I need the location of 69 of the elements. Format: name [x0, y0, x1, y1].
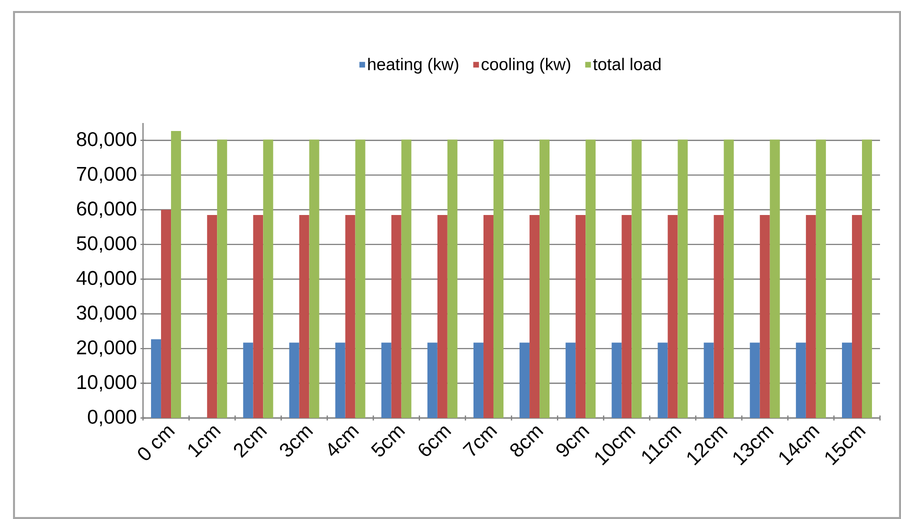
bar [806, 214, 816, 418]
x-tick-label: 3cm [280, 426, 314, 457]
bar [151, 339, 162, 418]
bar [427, 342, 438, 418]
y-tick-label: 60,000 [77, 202, 136, 218]
bar [355, 140, 366, 418]
y-tick-label: 0,000 [88, 410, 136, 426]
bar [632, 140, 642, 418]
bar [566, 342, 576, 418]
bar [520, 342, 530, 418]
y-tick-label: 40,000 [76, 270, 136, 288]
bar [658, 342, 668, 418]
bar [335, 342, 346, 418]
bar [401, 140, 412, 418]
bar [447, 140, 458, 418]
bar [668, 214, 678, 418]
x-tick-label: 0 cm [138, 426, 175, 460]
bar [576, 214, 586, 418]
bar [678, 140, 688, 418]
y-tick-label: 10,000 [78, 375, 136, 392]
bar [483, 214, 494, 418]
y-tick-label: 70,000 [77, 166, 136, 184]
bar [381, 342, 392, 418]
bar [299, 214, 310, 418]
bar [171, 130, 182, 418]
bar [714, 214, 724, 418]
bar [161, 210, 172, 418]
bar [207, 214, 218, 418]
bar [493, 140, 504, 418]
bar [704, 342, 714, 418]
bar [770, 140, 780, 418]
bar [345, 214, 356, 418]
bar [473, 342, 484, 418]
bar [796, 342, 806, 418]
bar [217, 140, 228, 418]
bar [842, 342, 852, 418]
legend-label: cooling (kw) [482, 58, 570, 74]
y-tick-label: 20,000 [77, 340, 136, 357]
legend-label: total load [593, 58, 661, 70]
bar [391, 214, 402, 418]
legend-label: heating (kw) [368, 58, 458, 74]
bar [724, 140, 734, 418]
bar [289, 342, 300, 418]
bar [530, 214, 540, 418]
x-tick-label: 1cm [188, 426, 221, 458]
bar [263, 140, 274, 418]
bar [540, 140, 550, 418]
x-tick-label: 5cm [370, 426, 406, 456]
y-tick-label: 80,000 [76, 132, 136, 149]
bar [586, 140, 596, 418]
bar [243, 342, 254, 418]
x-tick-label: 8cm [510, 426, 544, 457]
bar [612, 342, 622, 418]
bar [816, 140, 826, 418]
x-tick-label: 6cm [418, 426, 452, 456]
bar [852, 214, 862, 418]
bar [760, 214, 770, 418]
bar [862, 140, 872, 418]
bar [750, 342, 760, 418]
y-tick-label: 30,000 [76, 306, 136, 322]
x-tick-label: 9cm [556, 426, 590, 456]
x-tick-label: 7cm [462, 426, 498, 456]
y-tick-label: 50,000 [76, 236, 136, 253]
bar [622, 214, 632, 418]
bar [309, 140, 320, 418]
x-tick-label: 4cm [328, 426, 360, 456]
x-tick-label: 2cm [234, 426, 268, 458]
bar [437, 214, 448, 418]
bar [253, 214, 264, 418]
